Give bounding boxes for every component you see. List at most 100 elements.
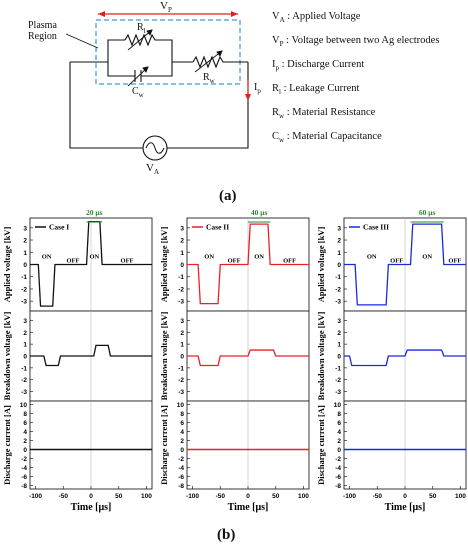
y-tick-label: -3 — [21, 299, 27, 306]
y-tick-label: -1 — [21, 274, 27, 281]
y-tick-label: 4 — [23, 429, 27, 436]
y-tick-label: -8 — [335, 483, 341, 490]
y-tick-label: -4 — [178, 465, 184, 472]
y-tick-label: 3 — [23, 318, 27, 325]
y-tick-label: -3 — [178, 299, 184, 306]
y-tick-label: -1 — [335, 274, 341, 281]
y-tick-label: 8 — [23, 411, 27, 418]
y-tick-label: 6 — [180, 420, 184, 427]
series-line — [344, 223, 466, 306]
y-tick-label: 8 — [180, 411, 184, 418]
y-tick-label: 0 — [180, 262, 184, 269]
y-axis-label: Applied voltage [kV] — [159, 227, 169, 303]
y-axis-label: Breakdown voltage [kV] — [159, 312, 169, 401]
series-line — [344, 349, 466, 367]
y-tick-label: -2 — [178, 456, 184, 463]
state-label: OFF — [228, 258, 241, 265]
y-tick-label: 10 — [177, 402, 185, 409]
legend-label: Case III — [363, 223, 389, 232]
series-line — [30, 221, 152, 307]
legend-item: Cw : Material Capacitance — [272, 131, 382, 145]
y-tick-label: 3 — [180, 318, 184, 325]
y-tick-label: -3 — [21, 389, 27, 396]
y-tick-label: 2 — [180, 330, 184, 337]
chart-panel: Applied voltage [kV] Breakdown voltage [k… — [159, 208, 310, 513]
y-tick-label: 0 — [180, 447, 184, 454]
y-tick-label: 1 — [23, 342, 27, 349]
legend-item: Ip : Discharge Current — [272, 59, 365, 73]
y-tick-label: 0 — [337, 262, 341, 269]
y-tick-label: -6 — [21, 474, 27, 481]
caption-a: (a) — [219, 188, 237, 204]
case-legend: Case II — [192, 223, 229, 232]
rl-label: Rl — [137, 22, 146, 35]
y-tick-label: -3 — [178, 389, 184, 396]
legend-item: Rl : Leakage Current — [272, 83, 360, 97]
x-tick-label: 100 — [455, 493, 466, 500]
y-axis-label: Breakdown voltage [kV] — [316, 312, 326, 401]
y-tick-label: 2 — [337, 438, 341, 445]
y-tick-label: -2 — [21, 377, 27, 384]
y-tick-label: -2 — [335, 377, 341, 384]
y-tick-label: -4 — [335, 465, 341, 472]
x-tick-label: 50 — [272, 493, 280, 500]
y-tick-label: 1 — [337, 342, 341, 349]
y-tick-label: 10 — [20, 402, 28, 409]
y-tick-label: 1 — [180, 342, 184, 349]
y-tick-label: -1 — [178, 274, 184, 281]
y-tick-label: 0 — [337, 354, 341, 361]
case-legend: Case I — [35, 223, 69, 232]
vp-label: VP — [160, 0, 172, 15]
state-label: OFF — [390, 258, 403, 265]
y-tick-label: -4 — [21, 465, 27, 472]
legend-item: Rw : Material Resistance — [272, 107, 376, 121]
y-tick-label: 1 — [337, 250, 341, 257]
y-tick-label: -2 — [21, 286, 27, 293]
legend-label: Case I — [49, 223, 69, 232]
y-axis-label: Discharge current [A] — [159, 405, 169, 485]
y-tick-label: 1 — [23, 250, 27, 257]
x-tick-label: -50 — [59, 493, 69, 500]
y-tick-label: -2 — [335, 286, 341, 293]
y-tick-label: 3 — [337, 318, 341, 325]
ip-label: Ip — [254, 82, 261, 95]
state-label: ON — [204, 254, 214, 261]
y-tick-label: 0 — [337, 447, 341, 454]
y-tick-label: 2 — [337, 238, 341, 245]
y-tick-label: 2 — [23, 330, 27, 337]
state-label: OFF — [66, 258, 79, 265]
y-axis-label: Breakdown voltage [kV] — [2, 312, 12, 401]
x-axis-label: Time [μs] — [228, 502, 269, 513]
y-tick-label: -2 — [21, 456, 27, 463]
state-label: ON — [422, 254, 432, 261]
y-axis-label: Applied voltage [kV] — [2, 227, 12, 303]
y-tick-label: 2 — [23, 438, 27, 445]
x-axis-label: Time [μs] — [385, 502, 426, 513]
state-label: OFF — [283, 258, 296, 265]
y-tick-label: 4 — [337, 429, 341, 436]
state-label: OFF — [448, 258, 461, 265]
state-label: OFF — [121, 258, 134, 265]
y-axis-label: Applied voltage [kV] — [316, 227, 326, 303]
y-tick-label: 6 — [23, 420, 27, 427]
y-tick-label: 3 — [337, 225, 341, 232]
state-label: ON — [42, 254, 52, 261]
y-tick-label: -6 — [178, 474, 184, 481]
x-tick-label: 50 — [115, 493, 123, 500]
y-tick-label: 0 — [23, 447, 27, 454]
state-label: ON — [89, 254, 99, 261]
y-tick-label: 10 — [334, 402, 342, 409]
ip-arrow — [245, 94, 251, 101]
x-tick-label: -50 — [216, 493, 226, 500]
circuit-diagram — [65, 11, 251, 161]
y-tick-label: 0 — [23, 262, 27, 269]
va-label: VA — [146, 162, 160, 177]
waveform-charts: Applied voltage [kV] Breakdown voltage [k… — [2, 208, 467, 513]
y-tick-label: -2 — [178, 377, 184, 384]
x-tick-label: 0 — [403, 493, 407, 500]
x-tick-label: 0 — [246, 493, 250, 500]
y-tick-label: -3 — [335, 389, 341, 396]
pulse-width-label: 60 μs — [419, 208, 436, 217]
y-tick-label: -1 — [178, 365, 184, 372]
y-axis-label: Discharge current [A] — [2, 405, 12, 485]
